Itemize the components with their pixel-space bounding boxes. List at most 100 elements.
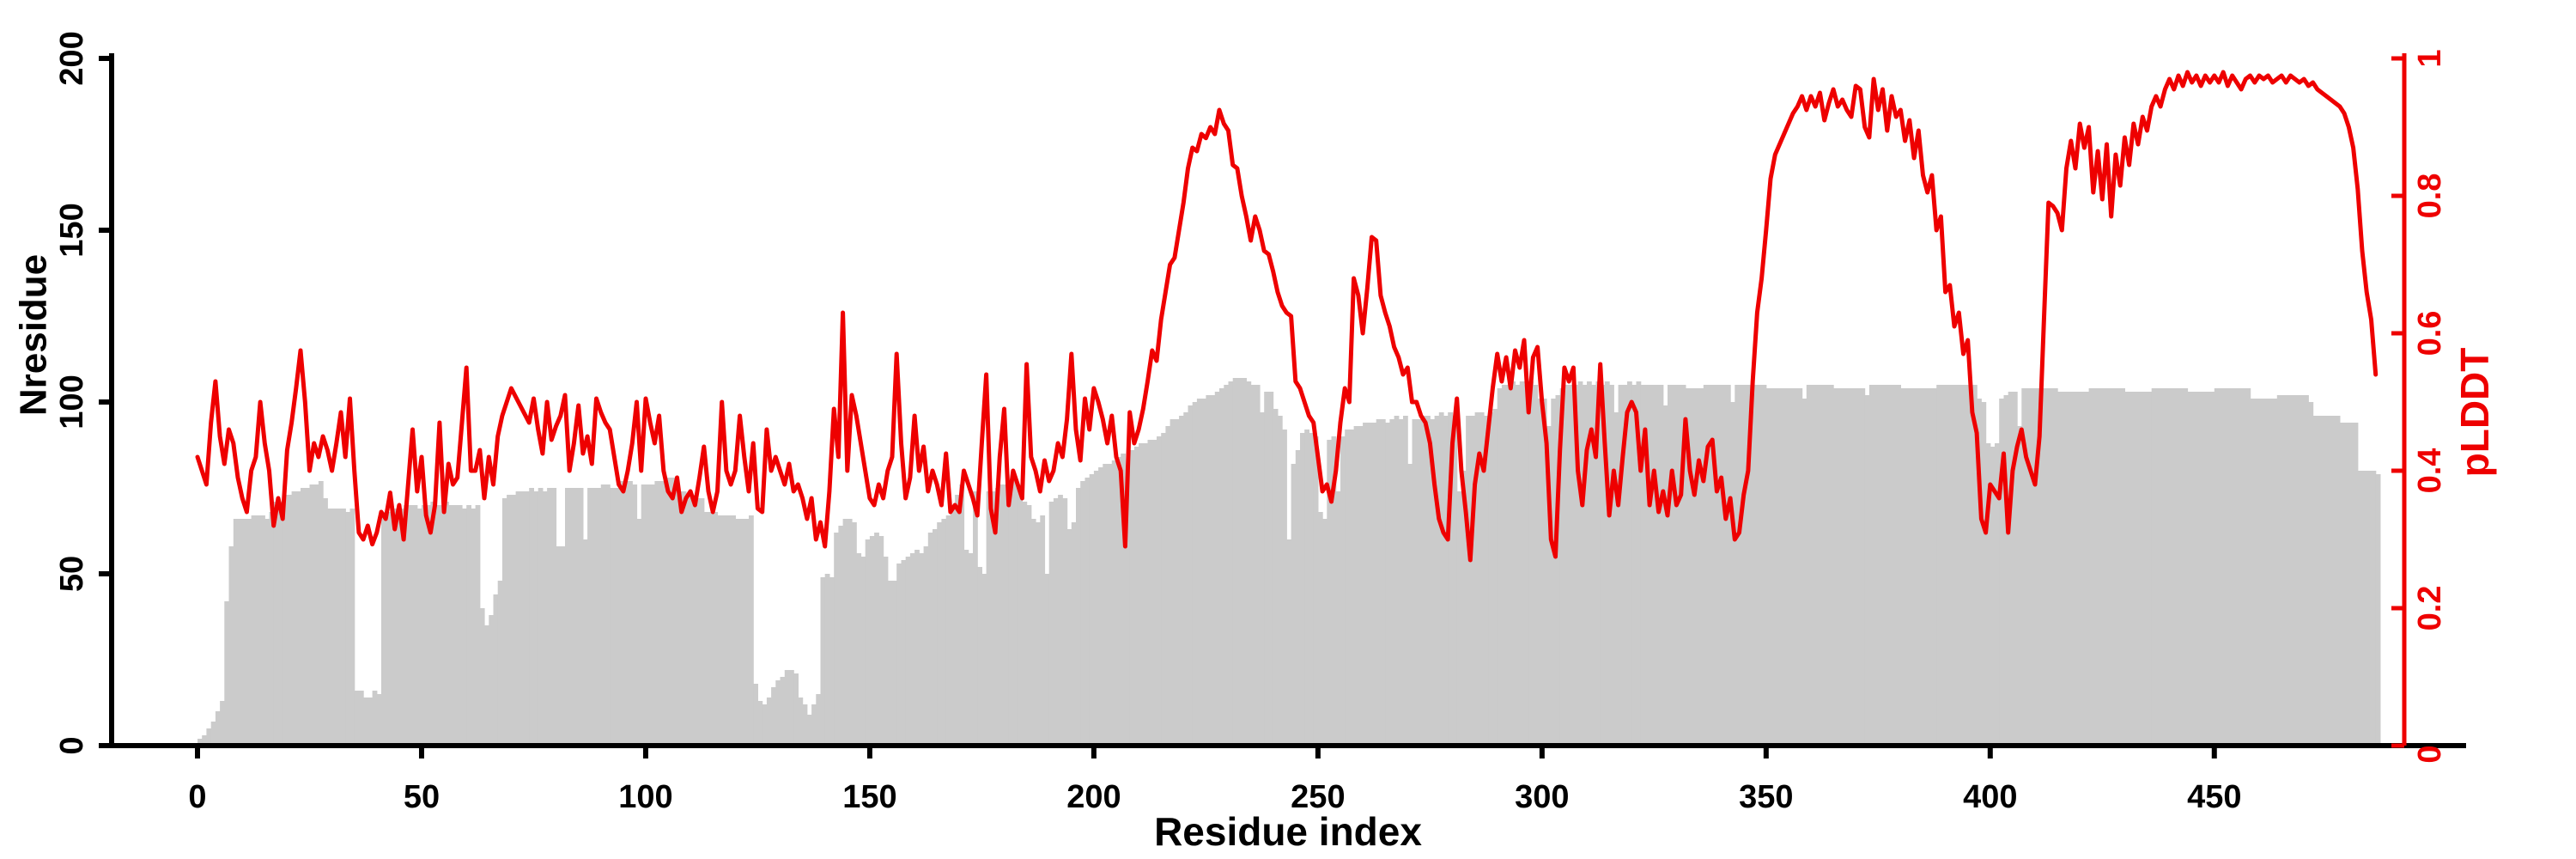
nresidue-bar-run (1900, 388, 1937, 746)
nresidue-bar-run (1129, 450, 1135, 746)
nresidue-bar-run (1999, 399, 2004, 746)
nresidue-bar-run (1214, 392, 1220, 746)
nresidue-bar-run (2357, 471, 2377, 746)
nresidue-bar-run (1533, 385, 1539, 746)
nresidue-bar-run (1309, 433, 1315, 746)
nresidue-bar-run (475, 505, 481, 746)
nresidue-bar-run (780, 677, 786, 746)
nresidue-bar-run (1062, 498, 1068, 746)
y-left-tick-label: 100 (54, 375, 90, 429)
nresidue-bar-run (834, 533, 839, 746)
y-axis-right-title: pLDDT (2452, 348, 2497, 478)
nresidue-bar-run (345, 512, 350, 746)
nresidue-bar-run (484, 625, 489, 746)
nresidue-bar-run (771, 687, 776, 746)
nresidue-bar-run (798, 698, 804, 746)
nresidue-bar-run (1331, 436, 1337, 746)
nresidue-bar-run (1492, 409, 1498, 746)
nresidue-bar-run (283, 495, 293, 746)
x-tick-label: 400 (1963, 779, 2017, 815)
nresidue-bar-run (1407, 464, 1413, 746)
nresidue-bar-run (1564, 385, 1579, 746)
nresidue-bar-run (2312, 416, 2341, 746)
nresidue-bar-run (381, 512, 391, 746)
nresidue-bar-run (869, 536, 875, 746)
nresidue-bar-run (1228, 381, 1234, 746)
nresidue-bar-run (273, 502, 283, 746)
x-axis-title: Residue index (1154, 809, 1422, 854)
nresidue-bar-run (838, 526, 844, 746)
nresidue-bar-run (1618, 385, 1628, 746)
x-tick-label: 150 (842, 779, 896, 815)
nresidue-bars-series (197, 378, 2381, 746)
nresidue-bar-run (999, 484, 1010, 746)
nresidue-bar-run (1488, 412, 1493, 746)
nresidue-bar-run (1604, 381, 1610, 746)
nresidue-bar-run (1026, 505, 1032, 746)
nresidue-bar-run (2308, 402, 2314, 746)
nresidue-bar-run (1340, 436, 1346, 746)
nresidue-bar-run (444, 502, 449, 746)
nresidue-bar-run (501, 498, 507, 746)
nresidue-bar-run (856, 553, 862, 746)
nresidue-bar-run (206, 728, 212, 746)
nresidue-bar-run (1363, 423, 1377, 746)
nresidue-bar-run (354, 691, 364, 746)
x-tick-label: 450 (2187, 779, 2241, 815)
nresidue-bar-run (538, 488, 544, 746)
y-right-tick-label: 0.2 (2412, 586, 2448, 631)
nresidue-bar-run (327, 509, 346, 746)
nresidue-bar-run (1461, 471, 1467, 746)
x-tick-label: 0 (188, 779, 206, 815)
nresidue-bar-run (291, 491, 301, 746)
axis-ticks-and-labels: 0 50 100 150 200 250 300 350 400 450 0 50 100 150 200 0… (54, 31, 2448, 815)
nresidue-bar-run (753, 684, 758, 746)
nresidue-bar-run (1995, 443, 2000, 746)
nresidue-bar-run (497, 581, 503, 746)
nresidue-bar-run (909, 553, 915, 746)
nresidue-bar-run (1515, 385, 1521, 746)
nresidue-bar-run (1196, 399, 1206, 746)
nresidue-bar-run (824, 574, 830, 746)
nresidue-bar-run (1300, 433, 1305, 746)
nresidue-bar-run (2151, 388, 2189, 746)
nresidue-bar-run (1501, 385, 1511, 746)
nresidue-bar-run (878, 536, 884, 746)
nresidue-bar-run (685, 495, 696, 746)
nresidue-bar-run (489, 615, 495, 746)
y-left-tick-label: 150 (54, 203, 90, 257)
nresidue-bar-run (542, 491, 548, 746)
nresidue-bar-run (1981, 402, 1987, 746)
nresidue-bar-run (1636, 381, 1642, 746)
nresidue-bar-run (210, 722, 216, 746)
nresidue-bar-run (874, 533, 879, 746)
nresidue-bar-run (1662, 405, 1668, 746)
nresidue-bar-run (1098, 467, 1103, 746)
nresidue-bar-run (1524, 385, 1529, 746)
nresidue-bar-run (1474, 412, 1485, 746)
nresidue-bar-run (1985, 443, 1991, 746)
nresidue-bar-run (1246, 381, 1252, 746)
nresidue-bar-run (959, 484, 965, 746)
nresidue-bar-run (766, 698, 772, 746)
nresidue-bar-run (1864, 395, 1870, 746)
nresidue-bar-run (1703, 385, 1731, 746)
nresidue-bar-run (390, 509, 404, 746)
nresidue-bar-run (2008, 392, 2018, 746)
nresidue-bar-run (1165, 426, 1171, 746)
nresidue-bar-run (829, 577, 835, 746)
nresidue-bar-run (1219, 388, 1224, 746)
nresidue-bar-run (1631, 385, 1637, 746)
nresidue-bar-run (703, 512, 719, 746)
nresidue-bar-run (529, 488, 534, 746)
plddt-line (195, 70, 2379, 563)
nresidue-bar-run (2339, 423, 2359, 746)
nresidue-bar-run (896, 564, 902, 746)
nresidue-bar-run (493, 594, 499, 746)
nresidue-bar-run (973, 491, 978, 746)
nresidue-bar-run (1438, 412, 1444, 746)
nresidue-bar-run (1555, 395, 1561, 746)
nresidue-bar-run (251, 515, 265, 746)
